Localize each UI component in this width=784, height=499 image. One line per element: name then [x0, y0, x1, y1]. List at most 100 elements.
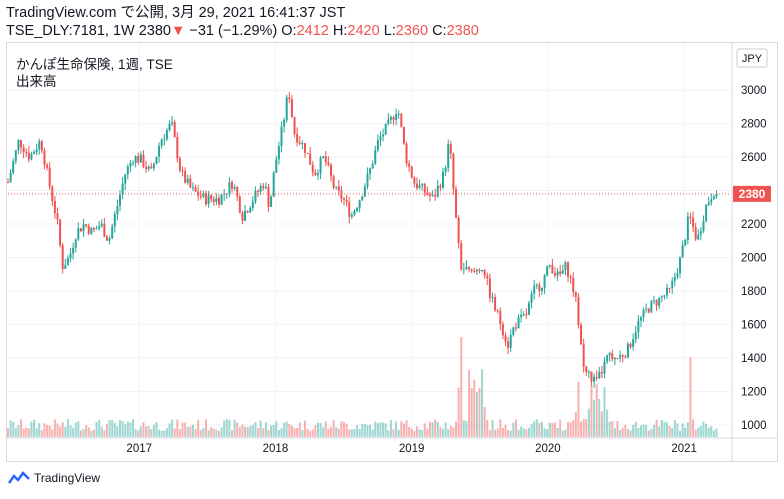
volume-bar [634, 421, 637, 437]
candle-body [202, 192, 205, 197]
candle-body [353, 210, 356, 215]
volume-bar [527, 427, 530, 437]
volume-bar [608, 421, 611, 437]
volume-bar [473, 379, 476, 437]
volume-bar [452, 427, 455, 437]
candle-body [139, 154, 142, 163]
volume-bar [220, 427, 223, 437]
volume-bar [155, 422, 158, 437]
volume-bar [543, 428, 546, 437]
volume-bar [514, 419, 517, 437]
volume-bar [686, 422, 689, 437]
volume-bar [564, 429, 567, 437]
y-tick-label: 3000 [741, 85, 767, 97]
candle-body [132, 162, 135, 164]
candle-body [152, 163, 155, 169]
volume-bar [262, 428, 265, 437]
candle-body [455, 189, 458, 218]
volume-bar [361, 423, 364, 437]
volume-bar [246, 427, 249, 437]
currency-badge[interactable]: JPY [736, 48, 768, 68]
candle-body [384, 123, 387, 135]
candle-body [181, 170, 184, 172]
candle-body [652, 300, 655, 302]
volume-bar [225, 419, 228, 437]
candle-body [470, 269, 473, 271]
candle-body [189, 178, 192, 188]
volume-bar [538, 423, 541, 437]
volume-bar [163, 430, 166, 437]
candle-body [707, 202, 710, 205]
volume-bar [100, 426, 103, 437]
volume-bar [637, 428, 640, 437]
candle-body [124, 174, 127, 184]
volume-bar [567, 421, 570, 437]
volume-bar [572, 419, 575, 437]
candle-body [56, 213, 59, 220]
volume-bar [251, 424, 254, 437]
candle-body [673, 276, 676, 281]
candle-body [238, 196, 241, 213]
volume-bar [61, 422, 64, 437]
x-tick-label: 2021 [671, 443, 697, 455]
volume-bar [554, 422, 557, 437]
candle-body [684, 240, 687, 246]
volume-bar [116, 426, 119, 437]
candle-body [306, 152, 309, 154]
candle-body [244, 211, 247, 221]
volume-bar [389, 419, 392, 437]
volume-bar [186, 426, 189, 437]
volume-bar [257, 427, 260, 437]
volume-bar [496, 428, 499, 437]
candle-body [660, 296, 663, 298]
volume-bar [658, 426, 661, 437]
candle-body [69, 253, 72, 259]
volume-bar [316, 422, 319, 437]
volume-bar [668, 426, 671, 437]
candle-body [257, 190, 260, 192]
candle-body [150, 166, 153, 169]
candle-body [595, 377, 598, 379]
candle-body [113, 214, 116, 227]
candle-body [488, 278, 491, 298]
candle-body [210, 195, 213, 200]
volume-bar [345, 423, 348, 437]
volume-bar [525, 429, 528, 437]
candle-body [507, 341, 510, 348]
volume-bar [556, 427, 559, 437]
volume-bar [147, 425, 150, 437]
candle-body [629, 343, 632, 347]
volume-bar [629, 430, 632, 437]
candle-body [475, 269, 478, 272]
volume-bar [145, 426, 148, 437]
candle-body [543, 275, 546, 288]
volume-bar [395, 421, 398, 437]
tradingview-footer[interactable]: TradingView [8, 471, 100, 485]
volume-bar [715, 428, 718, 437]
volume-bar [335, 427, 338, 437]
candle-body [379, 136, 382, 141]
legend-volume: 出来高 [16, 74, 57, 89]
volume-bar [111, 420, 114, 437]
volume-bar [483, 406, 486, 437]
last-price-badge: 2380 [733, 185, 771, 202]
candle-body [46, 164, 49, 168]
volume-bar [74, 422, 77, 437]
volume-bar [457, 387, 460, 437]
chart-frame [6, 42, 778, 462]
volume-bar [171, 419, 174, 437]
volume-bar [439, 426, 442, 437]
open-label: O: [281, 23, 297, 39]
candle-body [514, 327, 517, 329]
volume-bar [356, 425, 359, 437]
volume-bar [595, 383, 598, 437]
volume-bar [264, 422, 267, 437]
candle-body [668, 287, 671, 289]
volume-bar [207, 430, 210, 437]
candle-body [679, 257, 682, 274]
candle-body [582, 344, 585, 367]
volume-bar [379, 422, 382, 437]
candle-body [22, 147, 25, 152]
volume-bar [712, 430, 715, 437]
